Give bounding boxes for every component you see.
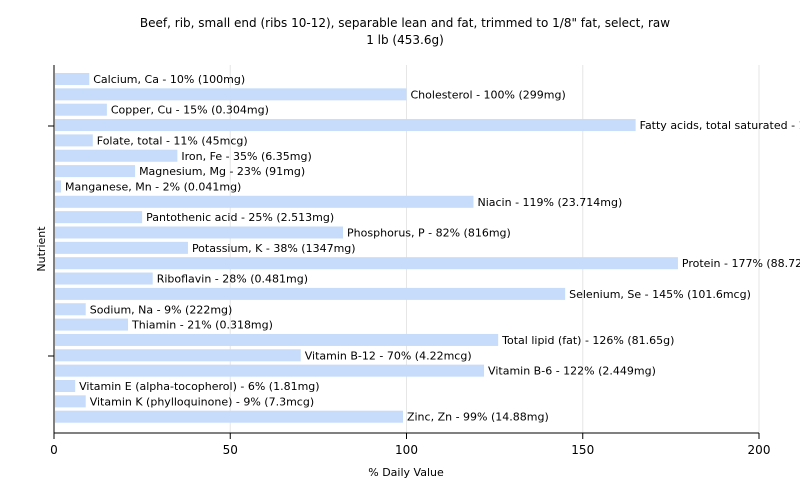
x-axis-title: % Daily Value — [368, 466, 444, 479]
bar — [55, 303, 86, 316]
bar — [55, 380, 76, 392]
bar — [55, 318, 129, 331]
bar — [55, 410, 403, 423]
bar — [55, 226, 344, 239]
bar — [55, 195, 474, 208]
bar — [55, 364, 485, 377]
bar — [55, 333, 499, 346]
chart-title: Beef, rib, small end (ribs 10-12), separ… — [140, 16, 670, 30]
bar-data-label: Manganese, Mn - 2% (0.041mg) — [65, 180, 241, 193]
x-tick-label: 100 — [395, 443, 418, 457]
bar-data-label: Zinc, Zn - 99% (14.88mg) — [407, 411, 549, 424]
bar — [55, 165, 136, 178]
bar — [55, 241, 188, 254]
bar — [55, 88, 407, 101]
bar — [55, 211, 143, 224]
x-tick-label: 200 — [748, 443, 771, 457]
bar — [55, 272, 153, 285]
bar-data-label: Phosphorus, P - 82% (816mg) — [347, 227, 511, 240]
bar-data-label: Pantothenic acid - 25% (2.513mg) — [146, 211, 334, 224]
bar-data-label: Potassium, K - 38% (1347mg) — [192, 242, 356, 255]
bar-data-label: Niacin - 119% (23.714mg) — [477, 196, 622, 209]
chart-subtitle: 1 lb (453.6g) — [366, 33, 444, 47]
bar — [55, 134, 93, 147]
bar-data-label: Copper, Cu - 15% (0.304mg) — [111, 104, 269, 117]
bar-data-label: Vitamin B-6 - 122% (2.449mg) — [488, 365, 656, 378]
bar-data-label: Riboflavin - 28% (0.481mg) — [157, 273, 308, 286]
bar-data-label: Vitamin E (alpha-tocopherol) - 6% (1.81m… — [79, 380, 319, 393]
bar — [55, 119, 636, 132]
bar-data-label: Selenium, Se - 145% (101.6mcg) — [569, 288, 751, 301]
bar-data-label: Fatty acids, total saturated - 165% (32.… — [640, 119, 800, 132]
x-tick-label: 50 — [223, 443, 238, 457]
bar-data-label: Vitamin K (phylloquinone) - 9% (7.3mcg) — [90, 395, 314, 408]
bar-data-label: Folate, total - 11% (45mcg) — [97, 134, 248, 147]
bar-data-label: Sodium, Na - 9% (222mg) — [90, 303, 233, 316]
bar-data-label: Iron, Fe - 35% (6.35mg) — [181, 150, 311, 163]
bar — [55, 149, 178, 162]
bar — [55, 180, 62, 193]
bar-data-label: Magnesium, Mg - 23% (91mg) — [139, 165, 305, 178]
bar-data-label: Cholesterol - 100% (299mg) — [411, 88, 566, 101]
bar — [55, 395, 86, 408]
bar-data-label: Total lipid (fat) - 126% (81.65g) — [501, 334, 674, 347]
x-tick-label: 150 — [571, 443, 594, 457]
x-tick-label: 0 — [50, 443, 58, 457]
bar-data-label: Calcium, Ca - 10% (100mg) — [93, 73, 245, 86]
chart-title-group: Beef, rib, small end (ribs 10-12), separ… — [140, 16, 670, 47]
bar-series — [55, 73, 678, 423]
bar — [55, 287, 566, 300]
bar-labels: Calcium, Ca - 10% (100mg) Cholesterol - 1… — [65, 73, 800, 424]
bar — [55, 349, 301, 362]
bar — [55, 103, 107, 116]
bar-data-label: Protein - 177% (88.72g) — [682, 257, 800, 270]
bar-data-label: Thiamin - 21% (0.318mg) — [131, 319, 273, 332]
y-axis-title: Nutrient — [35, 226, 48, 272]
bar — [55, 257, 678, 270]
bar — [55, 73, 90, 85]
x-axis-ticks: 0 50 100 150 200 — [50, 433, 770, 457]
bar-data-label: Vitamin B-12 - 70% (4.22mcg) — [305, 349, 472, 362]
